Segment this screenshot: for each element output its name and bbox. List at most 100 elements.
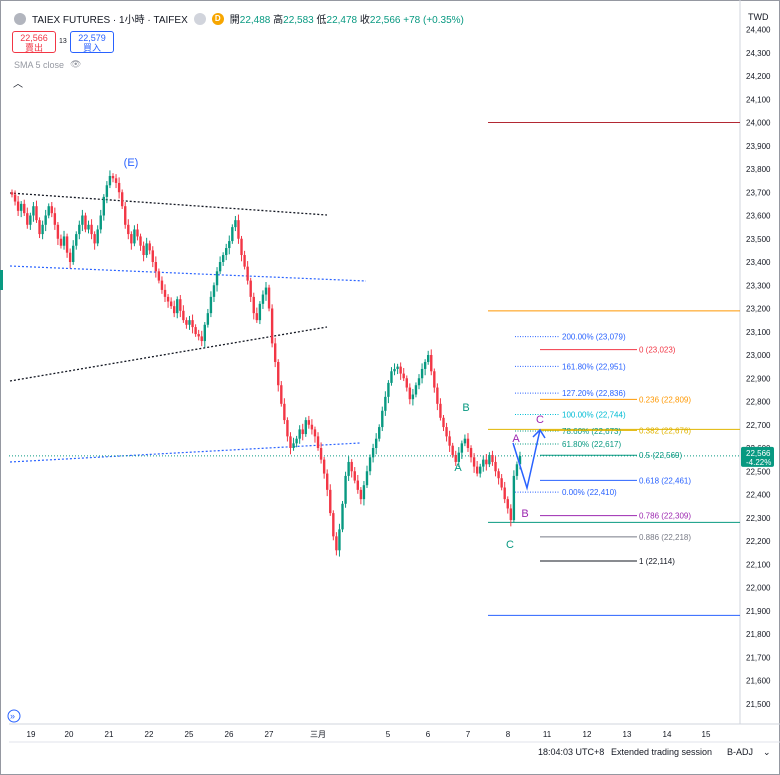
data-badge-icon: D (211, 12, 224, 25)
candle-body (384, 396, 387, 411)
price-tick: 22,500 (746, 467, 771, 476)
candle-body (371, 448, 375, 458)
candle-body (258, 303, 262, 321)
price-tick: 24,400 (746, 26, 771, 35)
candle-body (218, 262, 222, 272)
last-price-tag (741, 446, 774, 467)
scroll-to-start-icon[interactable] (7, 709, 21, 723)
time-tick: 5 (386, 730, 391, 739)
price-tick: 21,900 (746, 607, 771, 616)
blue-trendline-upper[interactable] (9, 265, 367, 282)
time-tick: 21 (105, 730, 114, 739)
candle-body (148, 243, 151, 251)
candle-body (479, 466, 482, 474)
sell-button[interactable]: 22,566 賣出 (12, 31, 56, 53)
open-label: 開 (229, 15, 240, 26)
candle-body (509, 508, 513, 521)
price-tick: 23,700 (746, 188, 771, 197)
candle-body (264, 287, 268, 295)
price-tick: 24,200 (746, 72, 771, 81)
settings-chevron-icon[interactable]: ⌄ (763, 747, 771, 757)
upper-triangle-trendline[interactable] (9, 192, 328, 216)
time-tick: 7 (466, 730, 471, 739)
fib-retracement-label: 0.618 (22,461) (639, 476, 691, 485)
wave-label[interactable]: A (512, 433, 520, 445)
candle-body (29, 215, 32, 225)
candle-body (169, 301, 173, 307)
candle-body (301, 429, 304, 435)
candle-body (335, 536, 338, 551)
candle-body (197, 334, 200, 337)
wave-label[interactable]: (E) (124, 157, 139, 169)
candle-body (448, 436, 451, 446)
candle-body (93, 234, 96, 244)
fib-retracement-label: 1 (22,114) (639, 557, 675, 566)
candle-body (417, 378, 421, 386)
fib-retracement-label: 0 (23,023) (639, 346, 676, 355)
lower-triangle-trendline[interactable] (9, 326, 328, 382)
currency-label[interactable]: TWD (748, 12, 769, 22)
candle-body (322, 459, 326, 474)
adjustment-label[interactable]: B-ADJ (727, 747, 754, 757)
buy-label: 買入 (82, 43, 101, 53)
symbol-title[interactable]: TAIEX FUTURES · 1小時 · TAIFEX (32, 15, 188, 26)
candle-body (105, 185, 109, 197)
candle-body (231, 227, 234, 242)
candle-body (102, 196, 106, 216)
blue-trendline-lower[interactable] (9, 442, 361, 463)
candle-body (350, 461, 353, 472)
candle-body (240, 238, 243, 256)
last-price-change: -4.22% (746, 458, 771, 467)
candle-body (23, 203, 26, 214)
wave-label[interactable]: B (462, 402, 469, 414)
time-tick: 8 (506, 730, 511, 739)
candle-body (172, 306, 176, 314)
eye-icon[interactable]: 👁 (70, 59, 82, 69)
wave-label[interactable]: C (536, 414, 544, 426)
candle-body (460, 443, 464, 453)
projection-path[interactable] (512, 429, 541, 491)
session-label[interactable]: Extended trading session (611, 747, 713, 757)
candle-body (423, 361, 427, 369)
price-tick: 21,800 (746, 630, 771, 639)
price-tick: 23,200 (746, 305, 771, 314)
price-tick: 21,700 (746, 653, 771, 662)
candle-body (362, 485, 366, 500)
wave-label[interactable]: C (506, 539, 514, 551)
candle-body (402, 373, 405, 379)
buy-price: 22,579 (78, 33, 106, 43)
buy-button[interactable]: 22,579 買入 (70, 31, 114, 53)
fib-retracement-label: 0.786 (22,309) (639, 512, 691, 521)
price-tick: 22,200 (746, 537, 771, 546)
fib-retracement-label: 0.382 (22,676) (639, 426, 691, 435)
candle-body (316, 436, 320, 448)
candle-body (329, 489, 332, 514)
candle-body (127, 224, 130, 235)
candle-body (261, 294, 265, 304)
low-label: 低 (316, 15, 327, 26)
symbol-logo-icon (14, 12, 26, 25)
price-tick: 24,100 (746, 95, 771, 104)
candle-body (96, 229, 99, 244)
wave-label[interactable]: A (454, 462, 462, 474)
fib-extension-label: 161.80% (22,951) (562, 362, 626, 371)
candle-body (65, 236, 69, 253)
price-tick: 22,900 (746, 374, 771, 383)
candle-body (445, 427, 448, 437)
collapse-legend-icon[interactable]: ︿ (13, 79, 23, 90)
wave-label[interactable]: B (521, 508, 528, 520)
candle-body (182, 310, 185, 321)
indicator-legend[interactable]: SMA 5 close 👁 (14, 59, 81, 70)
time-tick: 6 (426, 730, 431, 739)
candle-body (307, 420, 311, 425)
candle-body (38, 220, 41, 235)
candle-body (332, 513, 335, 537)
candle-body (313, 429, 317, 437)
low-value: 22,478 (326, 15, 358, 26)
candle-body (286, 420, 289, 437)
fib-extension-label: 127.20% (22,836) (562, 389, 626, 398)
candle-body (457, 452, 460, 462)
candle-body (32, 206, 35, 216)
candle-body (497, 471, 500, 479)
